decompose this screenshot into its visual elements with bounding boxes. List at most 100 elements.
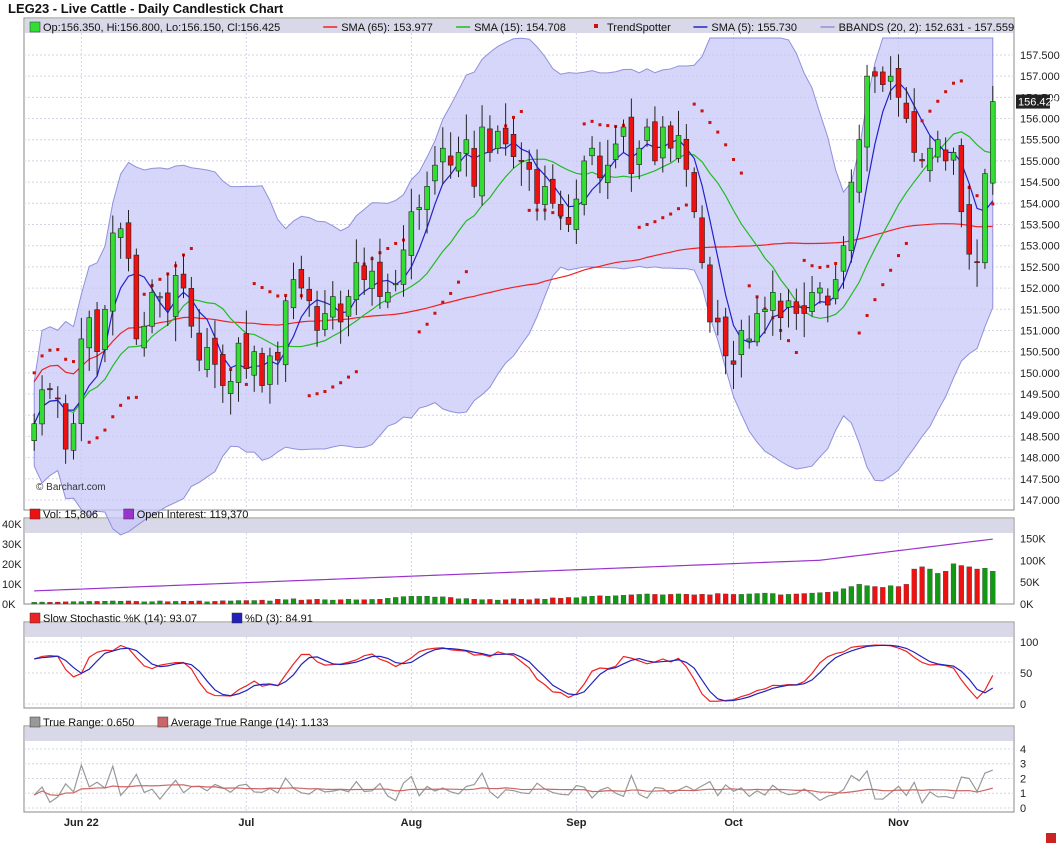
candle-body [345, 296, 352, 317]
trendspotter-dot [354, 370, 358, 374]
trendspotter-dot [936, 99, 940, 103]
tr-legend-swatch [29, 716, 41, 728]
candle-body [762, 308, 768, 312]
candle-body [141, 325, 147, 349]
candle-body [361, 265, 367, 280]
trendspotter-dot [252, 282, 256, 286]
tr-tick-label: 2 [1020, 773, 1026, 785]
trendspotter-dot [582, 122, 586, 126]
price-tick-label: 157.000 [1020, 71, 1060, 83]
volume-bar [196, 600, 202, 605]
stoch-legend-swatch [29, 612, 41, 624]
trendspotter-dot [975, 194, 979, 198]
trendspotter-dot [551, 211, 555, 215]
trendspotter-dot [724, 143, 728, 147]
x-tick-label: Nov [888, 817, 910, 829]
candle-body [990, 101, 996, 184]
volume-bar [228, 600, 234, 605]
trendspotter-dot [645, 222, 649, 226]
volume-bar [471, 599, 477, 605]
candle-body [927, 147, 933, 172]
trendspotter-dot [95, 436, 99, 440]
trendspotter-dot [394, 241, 398, 245]
volume-bar [118, 601, 124, 605]
volume-bar [78, 601, 84, 605]
volume-bar [613, 595, 619, 605]
candle-body [565, 217, 572, 225]
price-tick-label: 150.000 [1020, 368, 1060, 380]
price-legend-text: BBANDS (20, 2): 152.631 - 157.559 [839, 22, 1015, 34]
x-tick-label: Sep [566, 817, 586, 829]
volume-bar [542, 599, 548, 605]
candle-body [958, 145, 965, 213]
candle-body [487, 128, 493, 153]
candle-body [117, 228, 124, 238]
trendspotter-dot [889, 268, 893, 272]
volume-legend-swatch [29, 508, 41, 520]
volume-bar [47, 602, 53, 605]
candle-body [699, 217, 705, 263]
candle-body [715, 317, 721, 323]
candle-body [306, 288, 312, 302]
price-legend-swatch [594, 24, 598, 28]
candle-body [385, 292, 391, 303]
volume-bar [699, 594, 705, 605]
price-tick-label: 150.500 [1020, 347, 1060, 359]
candle-body [667, 125, 674, 149]
trendspotter-dot [464, 270, 468, 274]
trendspotter-dot [457, 280, 460, 284]
volume-bar [927, 568, 933, 605]
trendspotter-dot [834, 261, 838, 265]
volume-bar [565, 597, 572, 605]
trendspotter-dot [142, 292, 146, 296]
volume-bar [990, 571, 996, 605]
candle-body [392, 283, 399, 286]
trendspotter-dot [425, 322, 429, 326]
volume-bar [448, 597, 454, 605]
volume-bar [888, 585, 894, 605]
volume-bar [31, 602, 37, 605]
volume-bar [141, 601, 147, 605]
candle-body [605, 164, 611, 184]
price-tick-label: 153.000 [1020, 241, 1060, 253]
stoch-tick-label: 50 [1020, 668, 1032, 680]
candle-body [660, 126, 666, 159]
volume-bar [715, 593, 721, 605]
volume-bar [338, 599, 344, 605]
candle-body [377, 261, 383, 297]
candle-body [691, 172, 697, 213]
candle-body [542, 186, 548, 205]
stoch-tick-label: 100 [1020, 637, 1038, 649]
candle-body [982, 173, 988, 264]
volume-bar [801, 593, 807, 605]
candle-body [47, 388, 53, 391]
candle-body [408, 211, 415, 256]
volume-bar [903, 584, 909, 605]
trendspotter-dot [527, 208, 531, 212]
stoch-legend-text: %D (3): 84.91 [245, 613, 313, 625]
candle-body [502, 127, 509, 145]
volume-bar [314, 599, 320, 605]
volume-bar [479, 599, 485, 605]
volume-bar [204, 601, 210, 605]
candle-body [125, 222, 132, 259]
trendspotter-dot [692, 102, 696, 106]
candle-body [848, 181, 855, 251]
volume-bar [212, 601, 218, 605]
bollinger-band [33, 37, 994, 536]
volume-bar [322, 599, 328, 605]
trendspotter-dot [944, 90, 948, 94]
candle-body [251, 351, 257, 376]
candle-body [628, 116, 635, 174]
volume-legend-text: Open Interest: 119,370 [137, 509, 249, 521]
price-tick-label: 152.000 [1020, 283, 1060, 295]
candle-body [919, 159, 925, 162]
candle-body [149, 292, 155, 327]
volume-tick-left: 0K [2, 599, 16, 611]
trendspotter-dot [653, 220, 657, 224]
trendspotter-dot [700, 109, 704, 113]
trendspotter-dot [244, 382, 248, 386]
trendspotter-dot [928, 109, 932, 113]
volume-bar [668, 594, 674, 605]
trendspotter-dot [268, 290, 272, 294]
